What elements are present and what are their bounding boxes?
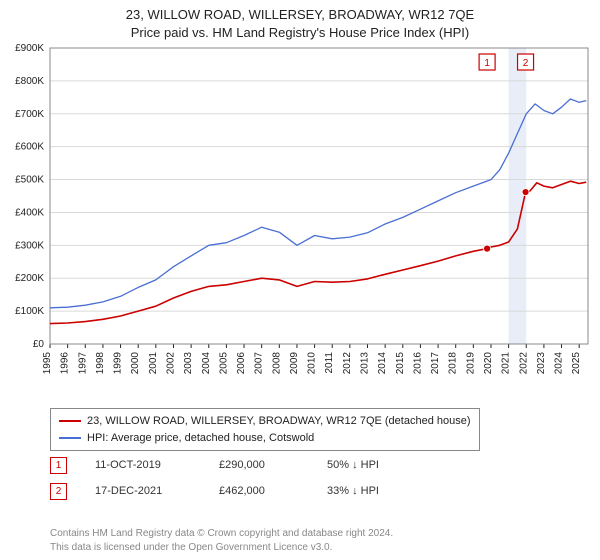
svg-text:2019: 2019: [465, 352, 476, 375]
svg-text:2001: 2001: [148, 352, 159, 375]
svg-text:2004: 2004: [201, 352, 212, 375]
svg-text:£0: £0: [33, 339, 45, 350]
svg-text:£700K: £700K: [15, 109, 44, 120]
svg-text:1996: 1996: [60, 352, 71, 375]
title-line-1: 23, WILLOW ROAD, WILLERSEY, BROADWAY, WR…: [0, 6, 600, 24]
legend-label: HPI: Average price, detached house, Cots…: [87, 430, 314, 447]
sale-date: 17-DEC-2021: [95, 485, 191, 497]
sale-price: £290,000: [219, 459, 299, 471]
svg-text:2006: 2006: [236, 352, 247, 375]
chart-plot: £0 £100K £200K £300K £400K £500K £600K £700K £80…: [0, 42, 600, 402]
svg-text:2024: 2024: [554, 352, 565, 375]
footer-line-1: Contains HM Land Registry data © Crown c…: [50, 527, 393, 541]
chart-container: 23, WILLOW ROAD, WILLERSEY, BROADWAY, WR…: [0, 0, 600, 560]
svg-text:2013: 2013: [360, 352, 371, 375]
svg-text:£800K: £800K: [15, 76, 44, 87]
title-line-2: Price paid vs. HM Land Registry's House …: [0, 24, 600, 42]
svg-text:£500K: £500K: [15, 175, 44, 186]
svg-text:2023: 2023: [536, 352, 547, 375]
svg-text:1997: 1997: [77, 352, 88, 375]
svg-text:2018: 2018: [448, 352, 459, 375]
svg-text:2008: 2008: [271, 352, 282, 375]
svg-text:2005: 2005: [218, 352, 229, 375]
svg-text:£200K: £200K: [15, 273, 44, 284]
svg-text:£400K: £400K: [15, 207, 44, 218]
svg-text:2021: 2021: [501, 352, 512, 375]
svg-text:2011: 2011: [324, 352, 335, 374]
sale-badge: 1: [50, 457, 67, 474]
sales-table: 1 11-OCT-2019 £290,000 50% ↓ HPI 2 17-DEC-202…: [50, 452, 417, 504]
sale-date: 11-OCT-2019: [95, 459, 191, 471]
svg-text:2003: 2003: [183, 352, 194, 375]
svg-text:£600K: £600K: [15, 142, 44, 153]
svg-text:2010: 2010: [307, 352, 318, 375]
footer-line-2: This data is licensed under the Open Gov…: [50, 541, 393, 555]
sale-price: £462,000: [219, 485, 299, 497]
svg-text:1998: 1998: [95, 352, 106, 375]
sale-badge: 2: [50, 483, 67, 500]
legend: 23, WILLOW ROAD, WILLERSEY, BROADWAY, WR…: [50, 408, 480, 451]
svg-text:2014: 2014: [377, 352, 388, 375]
svg-text:2009: 2009: [289, 352, 300, 375]
svg-text:2: 2: [523, 58, 529, 69]
sale-delta: 50% ↓ HPI: [327, 459, 417, 471]
legend-swatch: [59, 437, 81, 439]
svg-text:2015: 2015: [395, 352, 406, 375]
svg-text:£100K: £100K: [15, 306, 44, 317]
svg-text:2025: 2025: [571, 352, 582, 375]
svg-text:2022: 2022: [518, 352, 529, 375]
svg-text:2020: 2020: [483, 352, 494, 375]
svg-text:2002: 2002: [165, 352, 176, 375]
svg-text:2007: 2007: [254, 352, 265, 375]
svg-text:2017: 2017: [430, 352, 441, 375]
legend-swatch: [59, 420, 81, 422]
footer: Contains HM Land Registry data © Crown c…: [50, 527, 393, 554]
svg-text:2012: 2012: [342, 352, 353, 375]
svg-text:2000: 2000: [130, 352, 141, 375]
svg-text:1: 1: [484, 58, 490, 69]
sale-delta: 33% ↓ HPI: [327, 485, 417, 497]
svg-text:1999: 1999: [113, 352, 124, 375]
chart-title: 23, WILLOW ROAD, WILLERSEY, BROADWAY, WR…: [0, 0, 600, 41]
sale-row: 1 11-OCT-2019 £290,000 50% ↓ HPI: [50, 452, 417, 478]
svg-text:£300K: £300K: [15, 240, 44, 251]
legend-item: HPI: Average price, detached house, Cots…: [59, 430, 471, 447]
svg-text:1995: 1995: [42, 352, 53, 375]
legend-item: 23, WILLOW ROAD, WILLERSEY, BROADWAY, WR…: [59, 413, 471, 430]
sale-row: 2 17-DEC-2021 £462,000 33% ↓ HPI: [50, 478, 417, 504]
svg-text:2016: 2016: [412, 352, 423, 375]
chart-svg: £0 £100K £200K £300K £400K £500K £600K £700K £80…: [0, 42, 600, 402]
legend-label: 23, WILLOW ROAD, WILLERSEY, BROADWAY, WR…: [87, 413, 471, 430]
svg-text:£900K: £900K: [15, 43, 44, 54]
